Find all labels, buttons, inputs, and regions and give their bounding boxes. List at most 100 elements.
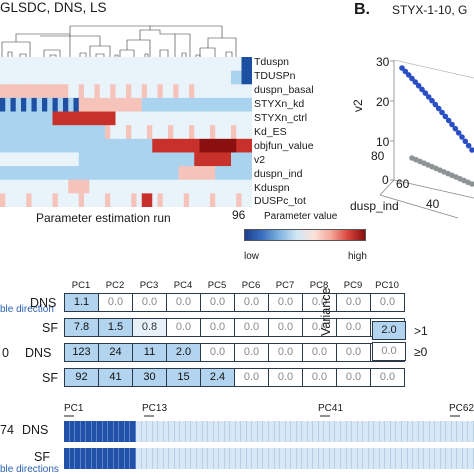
table-cell: 0.0: [200, 318, 235, 337]
heatmap-cell: [157, 57, 164, 71]
pc-bar-segment: [202, 448, 209, 469]
heatmap-cell: [5, 70, 11, 85]
scatter-point-blue: [402, 68, 409, 75]
heatmap-cell: [68, 70, 74, 85]
heatmap-cell: [68, 57, 74, 71]
heatmap-cell: [110, 97, 116, 112]
table-cell: 92: [64, 368, 99, 387]
heatmap-cell: [204, 193, 211, 207]
heatmap-cell: [178, 166, 185, 181]
heatmap-cell: [15, 166, 22, 181]
pc-bar-segment: [285, 448, 292, 469]
heatmap-cell: [63, 193, 69, 207]
heatmap-cell: [57, 138, 64, 153]
heatmap-cell: [225, 57, 232, 71]
heatmap-cell: [63, 138, 69, 153]
dendrogram: [1, 25, 237, 60]
heatmap-cell: [89, 179, 95, 194]
heatmap-cell: [225, 97, 232, 112]
heatmap-cell: [141, 84, 148, 99]
heatmap-cell: [105, 166, 111, 181]
pc-bar-segment: [413, 448, 419, 469]
heatmap-cell: [141, 193, 148, 207]
heatmap-cell: [183, 97, 190, 112]
heatmap-cell: [136, 57, 143, 71]
heatmap-cell: [210, 166, 216, 181]
heatmap-cell: [63, 70, 69, 85]
heatmap-cell: [246, 57, 252, 71]
parameter-heatmap: [0, 57, 252, 207]
pc-bar-segment: [462, 448, 469, 469]
heatmap-cell: [31, 193, 38, 207]
pc-bar-segment: [318, 421, 325, 442]
heatmap-cell: [120, 166, 127, 181]
heatmap-cell: [99, 138, 106, 153]
heatmap-cell: [178, 193, 185, 207]
heatmap-cell: [199, 193, 206, 207]
pc-bar-segment: [418, 448, 425, 469]
heatmap-cell: [204, 179, 211, 194]
pc-bar-segment: [191, 421, 197, 442]
heatmap-cell: [183, 111, 190, 126]
heatmap-cell: [178, 111, 185, 126]
heatmap-cell: [126, 125, 132, 140]
heatmap-cell: [194, 166, 200, 181]
scatter-point-blue: [429, 97, 435, 104]
heatmap-cell: [189, 57, 195, 71]
x-tick-2: 40: [426, 197, 440, 211]
heatmap-cell: [94, 193, 101, 207]
heatmap-cell: [183, 84, 190, 99]
scatter-point-blue: [435, 105, 442, 112]
heatmap-cell: [89, 125, 95, 140]
pc-bar-segment: [324, 448, 330, 469]
panel-b-title: STYX-1-10, G: [392, 3, 468, 17]
pc-bar-segment: [141, 448, 148, 469]
pc-bar-segment: [163, 448, 170, 469]
heatmap-cell: [63, 57, 69, 71]
heatmap-cell: [152, 152, 158, 167]
heatmap-cell: [220, 166, 227, 181]
pc-bar-segment: [329, 448, 336, 469]
heatmap-cell: [241, 166, 248, 181]
pc-bar-segment: [274, 421, 281, 442]
heatmap-cell: [26, 97, 32, 112]
heatmap-cell: [220, 193, 227, 207]
heatmap-cell: [94, 138, 101, 153]
heatmap-cell: [21, 125, 27, 140]
pc-bar-segment: [341, 421, 347, 442]
heatmap-cell: [131, 84, 137, 99]
pc-bar-segment: [196, 421, 203, 442]
heatmap-cell: [36, 84, 43, 99]
heatmap-cell: [231, 125, 237, 140]
table-cell: 0.0: [268, 318, 303, 337]
heatmap-cell: [241, 111, 248, 126]
heatmap-cell: [236, 138, 242, 153]
heatmap-cell: [199, 138, 206, 153]
heatmap-cell: [246, 125, 252, 140]
scatter-point-blue: [422, 90, 429, 96]
pc-bar-segment: [169, 448, 175, 469]
heatmap-cell: [225, 70, 232, 85]
heatmap-cell: [73, 57, 80, 71]
heatmap-cell: [94, 179, 101, 194]
heatmap-cell: [120, 57, 127, 71]
row-label-10: DUSPc_tot: [254, 195, 306, 207]
heatmap-cell: [57, 152, 64, 167]
heatmap-cell: [199, 70, 206, 85]
heatmap-cell: [94, 125, 101, 140]
heatmap-cell: [241, 152, 248, 167]
heatmap-cell: [5, 179, 11, 194]
heatmap-cell: [26, 125, 32, 140]
variance-high-rule: >1: [414, 324, 428, 338]
heatmap-cell: [136, 111, 143, 126]
heatmap-cell: [120, 84, 127, 99]
heatmap-cell: [5, 166, 11, 181]
heatmap-cell: [162, 179, 169, 194]
heatmap-cell: [141, 97, 148, 112]
heatmap-cell: [47, 179, 53, 194]
pc-bar-segment: [280, 448, 286, 469]
heatmap-cell: [136, 70, 143, 85]
pc-bar-segment: [241, 421, 247, 442]
heatmap-cell: [126, 57, 132, 71]
heatmap-cell: [15, 152, 22, 167]
